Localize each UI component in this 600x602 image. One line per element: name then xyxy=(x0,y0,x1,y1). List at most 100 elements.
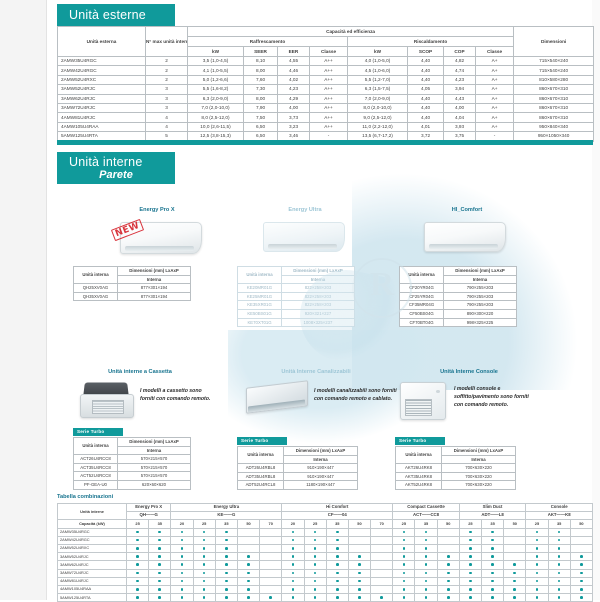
ducted-unit-image xyxy=(246,380,308,414)
th-size: 20 xyxy=(281,519,305,529)
compatibility-dot-icon xyxy=(247,587,250,591)
table-header-row: kW SEER EER Classe kW SCOP COP Classe xyxy=(58,46,594,57)
cell-compatible xyxy=(303,593,327,602)
table-row: CF20YR04G 790×255×203 xyxy=(399,283,517,293)
cell-compatible xyxy=(325,584,349,595)
th-size: 35 xyxy=(214,519,238,529)
cell-compatible xyxy=(503,593,527,602)
compatibility-dot-icon xyxy=(225,579,228,583)
compatibility-dot-icon xyxy=(225,555,228,558)
compatibility-dot-icon xyxy=(335,587,339,591)
cell-max: 2 xyxy=(145,55,188,67)
compatibility-dot-icon xyxy=(424,547,428,550)
cell-dim: 715×540×240 xyxy=(513,55,595,67)
table-row: ADT52U4RCL8 1180×190×447 xyxy=(237,480,358,490)
compatibility-dot-icon xyxy=(180,530,184,534)
compatibility-dot-icon xyxy=(557,587,561,591)
table-row: AKT26U4RK8 700×630×220 xyxy=(395,463,516,473)
cell-cop: 3,93 xyxy=(443,121,476,133)
table-row: ADT26U4RBL8 910×190×447 xyxy=(237,463,358,473)
combinations-title: Tabella combinazioni xyxy=(57,494,114,500)
compatibility-dot-icon xyxy=(491,596,494,599)
cell-max: 3 xyxy=(145,84,188,95)
th-size: 25 xyxy=(458,519,483,529)
cell-model: 2AMW35U4RGC xyxy=(57,527,127,537)
cell-ckw: 5,5 (1,6-8,2) xyxy=(187,84,244,95)
cell-compatible xyxy=(547,552,571,562)
cell-dim: 570×215×570 xyxy=(117,454,191,464)
table-row: 3AMW72U4RJC xyxy=(57,568,594,578)
cell-empty xyxy=(569,527,594,537)
cell-compatible xyxy=(547,527,571,537)
cell-cop: 4,43 xyxy=(443,93,476,104)
note-console: I modelli console e soffitto/pavimento s… xyxy=(454,386,529,408)
cell-dim: 715×540×240 xyxy=(513,65,595,76)
cell-model: 2AMW52U4RXC xyxy=(57,543,127,554)
cell-dim: 790×255×203 xyxy=(443,291,517,302)
compatibility-dot-icon xyxy=(424,587,428,591)
cell-scop: 4,40 xyxy=(407,112,444,123)
compatibility-dot-icon xyxy=(335,530,339,534)
cell-empty xyxy=(436,535,460,545)
th-size: 25 xyxy=(125,519,150,529)
cell-dim: 790×255×203 xyxy=(443,300,517,310)
cell-empty xyxy=(236,543,261,554)
th-size: 35 xyxy=(325,519,349,529)
compatibility-dot-icon xyxy=(225,547,228,550)
cell-dim: 910×190×447 xyxy=(283,463,358,473)
cell-eer: 4,02 xyxy=(277,74,310,86)
cell-compatible xyxy=(414,543,438,554)
compatibility-dot-icon xyxy=(424,596,428,599)
cell-compatible xyxy=(547,535,571,545)
table-row: 2AMW35U4RGC 2 3,5 (1,0-4,5) 8,10 4,55 A++ 4,0 … xyxy=(57,55,595,67)
th-cooling-kw: kW xyxy=(187,46,244,57)
combinations-table: Unità interne Energy Pro X Energy Ultra Hi … xyxy=(57,502,594,602)
compatibility-dot-icon xyxy=(535,563,539,567)
cell-eer: 3,73 xyxy=(277,112,310,123)
cell-compatible xyxy=(170,527,194,537)
compatibility-dot-icon xyxy=(136,555,139,558)
cell-max: 2 xyxy=(145,74,188,86)
cell-compatible xyxy=(392,552,416,562)
cell-unit: CF35MR04G xyxy=(399,300,444,310)
cell-unit: ACT35U4RCC8 xyxy=(73,462,118,473)
cell-scop: 4,40 xyxy=(407,93,444,104)
th-heating-class: Classe xyxy=(474,46,515,57)
table-row: 4AMW81U4RJC 4 8,0 (2,5-12,0) 7,50 3,73 A++ 9,0… xyxy=(57,112,595,123)
compatibility-dot-icon xyxy=(335,538,339,542)
cell-compatible xyxy=(148,560,172,570)
cell-compatible xyxy=(525,543,549,554)
product-title-energy-pro-x: Energy Pro X xyxy=(139,207,175,213)
table-row: AKT52U4RK8 700×630×220 xyxy=(395,480,516,490)
cell-unit: KE50BS01G xyxy=(237,308,282,319)
cell-empty xyxy=(370,560,394,570)
th-indoor-unit: Unità interna xyxy=(395,445,442,465)
th-heating: Riscaldamento xyxy=(346,36,515,47)
compatibility-dot-icon xyxy=(491,587,494,591)
cell-empty xyxy=(370,576,394,586)
dimensions-table-cassette: Unità interna Dimensioni (mm) LxAxP Inte… xyxy=(73,436,191,490)
compatibility-dot-icon xyxy=(202,538,206,542)
cell-compatible xyxy=(525,576,549,586)
cell-hkw: 6,3 (1,5-7,5) xyxy=(347,84,408,95)
cell-unit: AKT52U4RK8 xyxy=(395,480,442,490)
compatibility-dot-icon xyxy=(136,530,139,534)
wall-unit-image-energy-ultra xyxy=(263,222,345,252)
cell-dim: 700×630×220 xyxy=(441,463,516,473)
cell-compatible xyxy=(214,584,238,595)
cell-model: 2AMW42U4RGC xyxy=(57,535,127,545)
cell-unit: AKT35U4RK8 xyxy=(395,471,442,482)
cell-hclass: A+ xyxy=(474,102,515,114)
compatibility-dot-icon xyxy=(158,579,162,583)
compatibility-dot-icon xyxy=(424,571,428,575)
cell-dim: 822×258×203 xyxy=(281,283,355,293)
cell-compatible xyxy=(259,593,283,602)
cell-unit: ACT26U4RCC8 xyxy=(73,454,118,464)
compatibility-dot-icon xyxy=(402,587,406,591)
cell-compatible xyxy=(148,535,172,545)
cell-compatible xyxy=(547,543,571,554)
compatibility-dot-icon xyxy=(225,563,228,567)
cell-seer: 8,00 xyxy=(243,93,278,104)
cell-compatible xyxy=(414,576,438,586)
cell-compatible xyxy=(236,568,261,578)
